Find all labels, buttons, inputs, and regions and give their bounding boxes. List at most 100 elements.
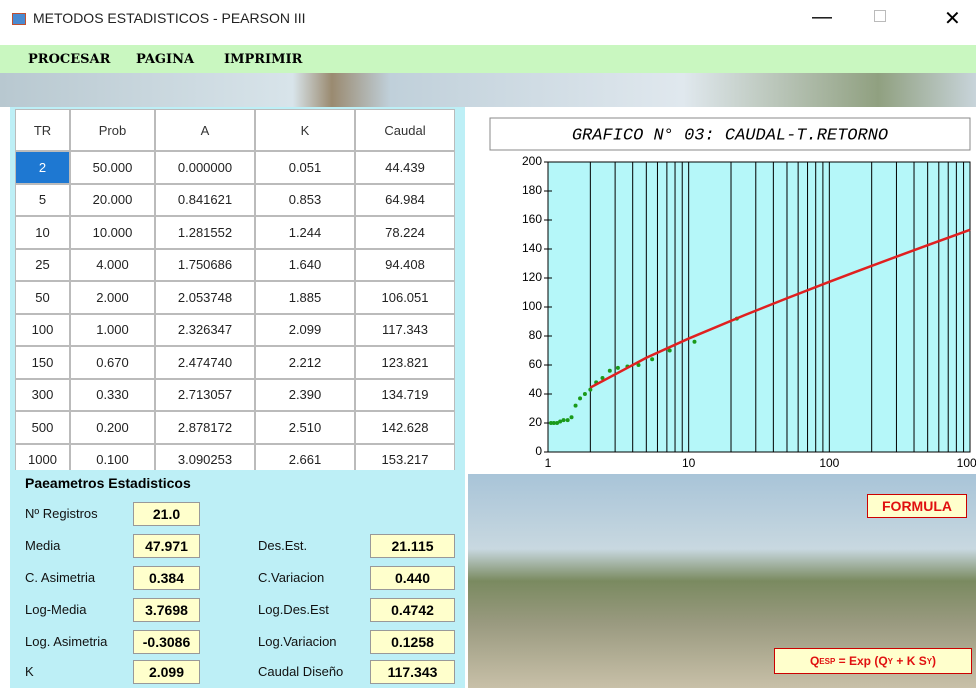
formula-text: + K S (893, 654, 927, 668)
table-cell: 106.051 (355, 281, 455, 314)
param-value: 0.4742 (370, 598, 455, 622)
table-cell: 123.821 (355, 346, 455, 379)
table-cell: 0.841621 (155, 183, 255, 216)
y-tick-label: 160 (522, 212, 542, 226)
table-cell: 50.000 (70, 151, 155, 184)
x-tick-label: 10 (682, 456, 696, 470)
column-header: Caudal (355, 109, 455, 151)
param-value: -0.3086 (133, 630, 200, 654)
y-tick-label: 0 (535, 444, 542, 458)
table-cell: 2.878172 (155, 411, 255, 444)
param-value: 0.1258 (370, 630, 455, 654)
observed-point (548, 421, 553, 425)
table-cell: 300 (15, 378, 70, 411)
y-tick-label: 20 (529, 415, 543, 429)
x-tick-label: 1 (545, 456, 552, 470)
table-cell: 2.053748 (155, 281, 255, 314)
observed-point (565, 418, 570, 423)
table-cell: 1.281552 (155, 216, 255, 249)
observed-point (636, 363, 641, 367)
param-label: Media (25, 538, 61, 553)
y-tick-label: 140 (522, 241, 542, 255)
results-table: TR Prob A K Caudal 2 50.000 0.000000 0.051 44.439… (10, 107, 465, 476)
y-tick-label: 180 (522, 183, 542, 197)
menu-item[interactable]: PROCESAR (28, 52, 111, 67)
close[interactable]: ✕ (944, 8, 961, 30)
table-cell: 0.853 (255, 183, 355, 216)
formula-text: ESP (819, 656, 836, 666)
param-label: Log.Des.Est (258, 602, 329, 617)
table-cell: 10.000 (70, 216, 155, 249)
table-cell: 2.326347 (155, 313, 255, 346)
formula-button[interactable]: FORMULA (867, 494, 967, 518)
param-value: 21.0 (133, 502, 200, 526)
table-cell: 1.000 (70, 313, 155, 346)
table-cell: 2.474740 (155, 346, 255, 379)
param-value: 21.115 (370, 534, 455, 558)
param-value: 3.7698 (133, 598, 200, 622)
param-label: Des.Est. (258, 538, 308, 553)
table-cell: 134.719 (355, 378, 455, 411)
table-cell: 2 (15, 151, 70, 184)
title-bar: METODOS ESTADISTICOS - PEARSON III — ✕ (0, 0, 976, 40)
observed-point (615, 365, 620, 370)
table-cell: 1.244 (255, 216, 355, 249)
param-value: 117.343 (370, 660, 455, 684)
menu-item[interactable]: PAGINA (136, 52, 195, 67)
param-value: 2.099 (133, 660, 200, 684)
y-tick-label: 100 (522, 299, 542, 313)
table-cell: 0.330 (70, 378, 155, 411)
plot-area (547, 161, 971, 453)
param-label: Log-Media (25, 602, 87, 617)
chart: GRAFICO N° 03: CAUDAL-T.RETORNO 1 10 100 100… (465, 107, 976, 473)
table-cell: 500 (15, 411, 70, 444)
observed-point (555, 421, 560, 425)
params-title: Paeametros Estadisticos (25, 475, 191, 491)
table-cell: 1.750686 (155, 248, 255, 281)
table-cell: 0.000000 (155, 151, 255, 184)
param-label: Caudal Diseño (258, 664, 344, 679)
param-label: Log.Variacion (258, 634, 337, 649)
table-cell: 1.885 (255, 281, 355, 314)
observed-point (667, 348, 672, 353)
observed-point (561, 418, 566, 423)
column-header: Prob (70, 109, 155, 151)
table-cell: 64.984 (355, 183, 455, 216)
param-label: K (25, 664, 34, 679)
title-box (489, 117, 971, 151)
param-value: 47.971 (133, 534, 200, 558)
table-cell: 117.343 (355, 313, 455, 346)
maximize[interactable] (874, 10, 886, 22)
observed-point (588, 387, 593, 392)
minimize[interactable]: — (812, 6, 832, 28)
table-cell: 2.713057 (155, 378, 255, 411)
table-cell: 100 (15, 313, 70, 346)
formula-text: Y (926, 656, 933, 666)
observed-point (558, 419, 563, 424)
param-label: C.Variacion (258, 570, 325, 585)
table-cell: 94.408 (355, 248, 455, 281)
observed-point (551, 421, 556, 425)
y-tick-label: 40 (529, 386, 543, 400)
observed-point (607, 368, 612, 373)
y-tick-label: 200 (522, 154, 542, 168)
banner-photo (0, 73, 976, 107)
formula-text: = Exp (Q (835, 654, 888, 668)
photo-panel: FORMULA Q ESP = Exp (Q Y + K S Y) (468, 474, 976, 688)
table-cell: 150 (15, 346, 70, 379)
observed-point (573, 403, 578, 408)
table-cell: 142.628 (355, 411, 455, 444)
menu-item[interactable]: IMPRIMIR (224, 52, 303, 67)
table-cell: 0.051 (255, 151, 355, 184)
window-title: METODOS ESTADISTICOS - PEARSON III (33, 10, 306, 26)
formula-text: Y (887, 656, 894, 666)
observed-point (692, 339, 697, 344)
table-cell: 2.390 (255, 378, 355, 411)
column-header: A (155, 109, 255, 151)
table-cell: 4.000 (70, 248, 155, 281)
chart-title: GRAFICO N° 03: CAUDAL-T.RETORNO (572, 126, 888, 145)
table-cell: 0.200 (70, 411, 155, 444)
y-tick-label: 120 (522, 270, 542, 284)
param-label: Nº Registros (25, 506, 98, 521)
